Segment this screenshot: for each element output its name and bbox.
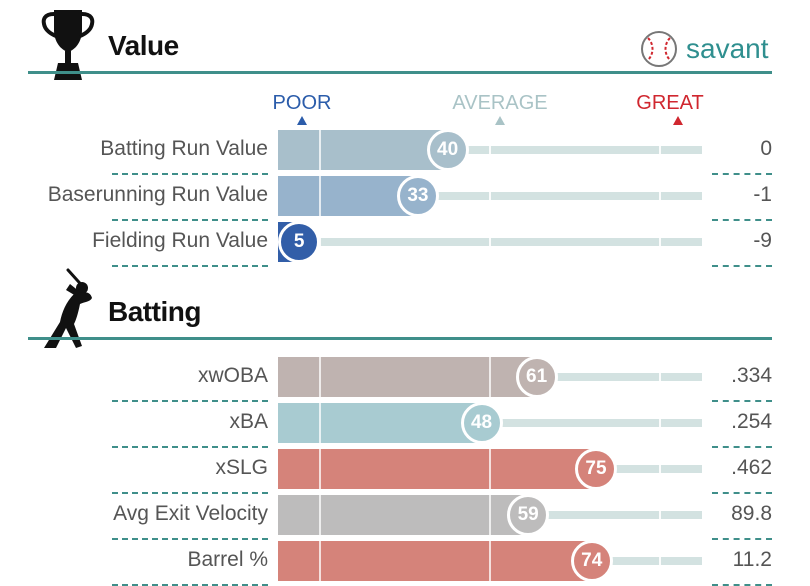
percentile-gridline bbox=[319, 238, 322, 246]
percentile-gridline bbox=[489, 495, 491, 535]
percentile-bar bbox=[278, 541, 592, 581]
row-divider-left bbox=[112, 538, 268, 540]
row-divider-left bbox=[112, 173, 268, 175]
row-divider-right bbox=[712, 492, 772, 494]
percentile-rank-badge[interactable]: 74 bbox=[570, 540, 613, 582]
row-divider-right bbox=[712, 584, 772, 586]
batter-icon bbox=[38, 268, 100, 350]
percentile-gridline bbox=[489, 146, 491, 154]
percentile-gridline bbox=[319, 449, 322, 489]
scale-marker-average bbox=[495, 116, 505, 125]
row-divider-right bbox=[712, 173, 772, 175]
percentile-gridline bbox=[489, 357, 491, 397]
percentile-rank-badge[interactable]: 48 bbox=[460, 402, 503, 444]
row-label: Batting Run Value bbox=[100, 137, 268, 160]
percentile-rank-badge[interactable]: 61 bbox=[515, 356, 558, 398]
scale-marker-great bbox=[673, 116, 683, 125]
batting-section-title: Batting bbox=[108, 296, 201, 327]
scale-label-average: AVERAGE bbox=[452, 92, 548, 114]
row-divider-left bbox=[112, 584, 268, 586]
percentile-bar bbox=[278, 357, 537, 397]
scale-marker-poor bbox=[297, 116, 307, 125]
row-value: .462 bbox=[731, 456, 772, 479]
percentile-gridline bbox=[319, 357, 322, 397]
baseball-icon bbox=[641, 31, 677, 67]
percentile-bar bbox=[278, 130, 448, 170]
percentile-gridline bbox=[489, 192, 491, 200]
row-label: xSLG bbox=[215, 456, 268, 479]
percentile-bar bbox=[278, 403, 482, 443]
row-label: Avg Exit Velocity bbox=[113, 502, 268, 525]
row-divider-left bbox=[112, 446, 268, 448]
row-divider-left bbox=[112, 400, 268, 402]
batting-section-divider bbox=[28, 337, 772, 340]
percentile-bar bbox=[278, 176, 418, 216]
scale-label-great: GREAT bbox=[636, 92, 704, 114]
percentile-gridline bbox=[319, 176, 322, 216]
percentile-rank-badge[interactable]: 5 bbox=[278, 221, 321, 263]
percentile-gridline bbox=[489, 541, 491, 581]
row-divider-left bbox=[112, 492, 268, 494]
row-value: 0 bbox=[760, 137, 772, 160]
percentile-gridline bbox=[658, 557, 661, 565]
value-section-title: Value bbox=[108, 30, 179, 61]
percentile-gridline bbox=[489, 449, 491, 489]
row-divider-right bbox=[712, 446, 772, 448]
row-value: -1 bbox=[753, 183, 772, 206]
percentile-rank-badge[interactable]: 75 bbox=[575, 448, 617, 490]
percentile-gridline bbox=[658, 511, 661, 519]
row-label: Barrel % bbox=[187, 548, 268, 571]
row-value: 11.2 bbox=[732, 548, 772, 571]
percentile-gridline bbox=[658, 192, 661, 200]
percentile-gridline bbox=[658, 373, 661, 381]
row-value: -9 bbox=[753, 229, 772, 252]
brand-name: savant bbox=[686, 33, 769, 64]
percentile-gridline bbox=[658, 238, 661, 246]
row-value: .334 bbox=[731, 364, 772, 387]
row-label: xBA bbox=[229, 410, 268, 433]
percentile-gridline bbox=[319, 495, 322, 535]
percentile-gridline bbox=[658, 146, 661, 154]
percentile-gridline bbox=[319, 130, 322, 170]
value-section-divider bbox=[28, 71, 772, 74]
percentile-rank-badge[interactable]: 33 bbox=[396, 175, 439, 217]
row-label: Baserunning Run Value bbox=[47, 183, 268, 206]
percentile-gridline bbox=[489, 238, 491, 246]
row-label: xwOBA bbox=[197, 364, 268, 387]
row-divider-left bbox=[112, 265, 268, 267]
row-label: Fielding Run Value bbox=[92, 229, 268, 252]
percentile-gridline bbox=[658, 419, 661, 427]
row-value: .254 bbox=[731, 410, 772, 433]
row-divider-right bbox=[712, 538, 772, 540]
percentile-gridline bbox=[319, 541, 322, 581]
row-divider-right bbox=[712, 219, 772, 221]
row-divider-left bbox=[112, 219, 268, 221]
row-value: 89.8 bbox=[731, 502, 772, 525]
row-divider-right bbox=[712, 400, 772, 402]
scale-label-poor: POOR bbox=[272, 92, 332, 114]
percentile-bar bbox=[278, 449, 596, 489]
percentile-gridline bbox=[658, 465, 661, 473]
percentile-rank-badge[interactable]: 40 bbox=[426, 129, 469, 171]
row-divider-right bbox=[712, 265, 772, 267]
percentile-gridline bbox=[319, 403, 322, 443]
percentile-rank-badge[interactable]: 59 bbox=[507, 494, 550, 536]
savant-logo[interactable]: savant bbox=[640, 30, 769, 68]
